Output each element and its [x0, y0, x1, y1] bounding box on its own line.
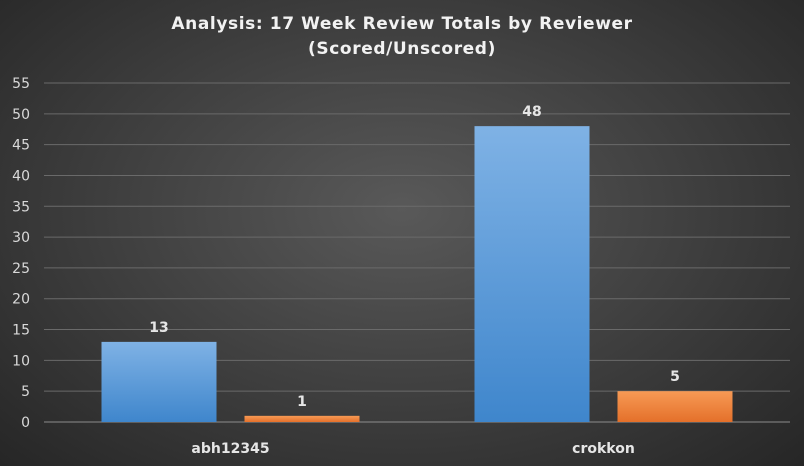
y-tick-label: 40 — [12, 168, 30, 184]
y-tick-label: 15 — [12, 323, 30, 339]
y-tick-label: 55 — [12, 76, 30, 92]
chart-title: Analysis: 17 Week Review Totals by Revie… — [171, 14, 633, 34]
bar-abh12345-series-2 — [244, 415, 360, 422]
data-labels: 13 1 48 5 — [149, 104, 680, 410]
y-tick-label: 25 — [12, 261, 30, 277]
data-label: 13 — [149, 320, 168, 336]
y-tick-label: 5 — [21, 384, 30, 400]
y-tick-label: 0 — [21, 415, 30, 431]
bar-abh12345-series-1 — [101, 341, 217, 422]
bar-crokkon-series-1 — [474, 126, 590, 423]
y-tick-label: 50 — [12, 107, 30, 123]
bars — [101, 126, 733, 423]
y-tick-label: 45 — [12, 138, 30, 154]
y-tick-label: 10 — [12, 353, 30, 369]
y-tick-label: 20 — [12, 292, 30, 308]
x-axis: abh12345 crokkon — [191, 441, 634, 457]
bar-crokkon-series-2 — [617, 391, 733, 422]
x-category-label: abh12345 — [191, 441, 269, 457]
y-tick-label: 35 — [12, 199, 30, 215]
data-label: 1 — [297, 394, 307, 410]
y-tick-label: 30 — [12, 230, 30, 246]
data-label: 5 — [670, 369, 680, 385]
data-label: 48 — [522, 104, 541, 120]
chart-title-block: Analysis: 17 Week Review Totals by Revie… — [0, 12, 804, 62]
chart-subtitle: (Scored/Unscored) — [308, 39, 496, 59]
x-category-label: crokkon — [572, 441, 635, 457]
y-axis: 0 5 10 15 20 25 30 35 40 45 50 55 — [12, 76, 30, 431]
